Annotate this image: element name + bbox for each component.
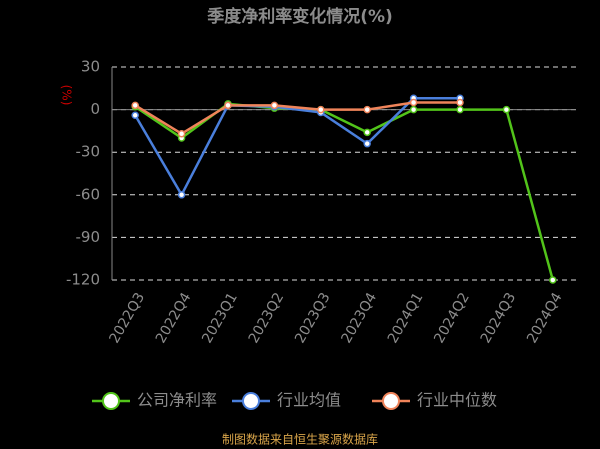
x-tick-label: 2022Q3: [106, 290, 148, 346]
data-point: [177, 191, 186, 199]
legend-marker: [242, 392, 260, 410]
x-tick-label: 2023Q1: [199, 290, 241, 346]
series-line: [134, 102, 555, 281]
y-tick-label: 0: [90, 100, 100, 118]
x-tick-label: 2024Q3: [478, 290, 520, 346]
data-point: [363, 105, 371, 114]
legend-marker: [382, 392, 400, 410]
data-point: [317, 105, 325, 114]
source-note: 制图数据来自恒生聚源数据库: [222, 432, 378, 447]
series-line: [134, 101, 460, 136]
y-tick-label: -30: [76, 143, 101, 161]
x-tick-label: 2024Q2: [431, 290, 473, 346]
x-tick-label: 2023Q3: [292, 290, 334, 346]
data-point: [177, 129, 186, 138]
chart-title: 季度净利率变化情况(%): [207, 6, 393, 27]
data-point: [409, 98, 418, 107]
x-tick-label: 2023Q4: [338, 290, 380, 346]
data-point: [549, 276, 557, 284]
data-point: [224, 101, 232, 110]
y-tick-label: -90: [76, 228, 101, 246]
data-point: [456, 105, 464, 114]
data-point: [131, 111, 139, 120]
legend-label: 行业均值: [277, 391, 341, 410]
series-line: [134, 96, 460, 198]
x-tick-label: 2024Q4: [524, 290, 566, 346]
legend-label: 行业中位数: [417, 391, 497, 410]
y-tick-label: -60: [76, 185, 101, 203]
y-tick-label: 30: [81, 58, 100, 76]
y-tick-label: -120: [66, 271, 100, 289]
data-point: [363, 128, 371, 137]
data-point: [456, 98, 464, 107]
data-point: [131, 101, 139, 110]
data-point: [363, 139, 371, 148]
x-tick-label: 2023Q2: [246, 290, 288, 346]
x-tick-label: 2024Q1: [385, 290, 427, 346]
legend-marker: [102, 392, 120, 410]
data-point: [502, 105, 511, 114]
data-point: [409, 105, 418, 114]
data-point: [270, 101, 279, 110]
y-axis-label: (%): [60, 85, 74, 106]
legend-label: 公司净利率: [137, 391, 217, 410]
x-tick-label: 2022Q4: [153, 290, 195, 346]
